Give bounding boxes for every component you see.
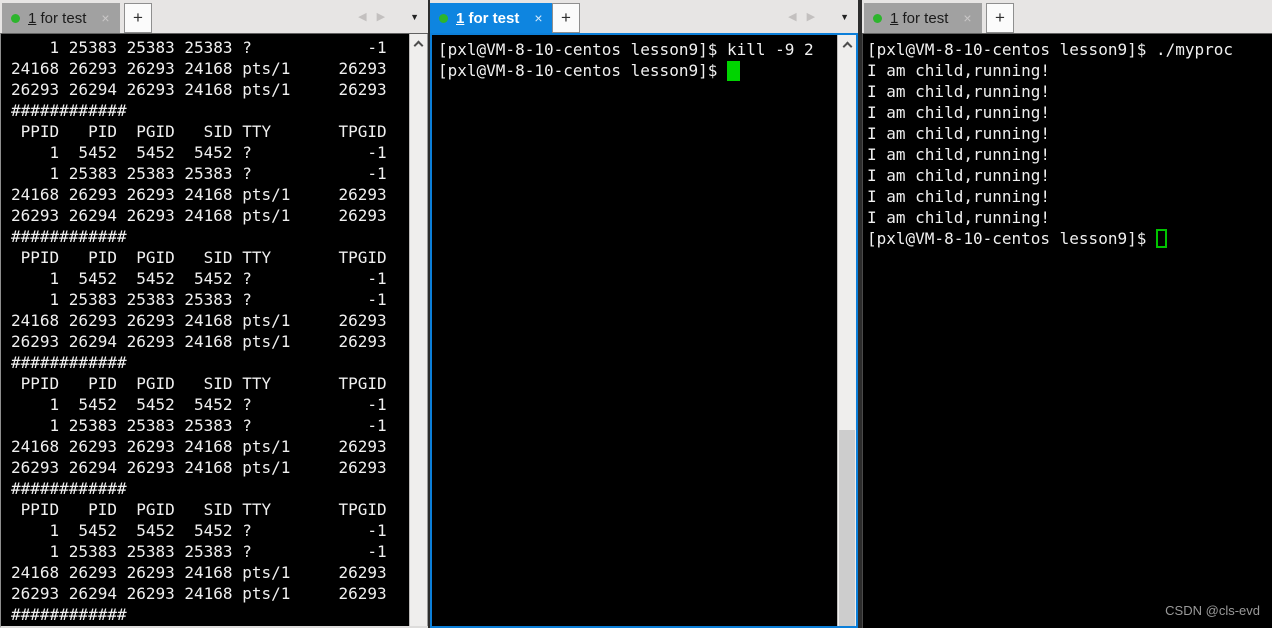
terminal-command-line: [pxl@VM-8-10-centos lesson9]$ kill -9 2: [438, 40, 814, 59]
tab-title-text: for test: [36, 9, 87, 27]
terminal-screen-left[interactable]: 1 25383 25383 25383 ? -1 24168 26293 262…: [0, 33, 428, 628]
scroll-up-button[interactable]: [410, 34, 427, 52]
csdn-watermark: CSDN @cls-evd: [1165, 603, 1260, 618]
tab-session[interactable]: 1 for test ×: [2, 3, 120, 33]
tab-bar: 1 for test × + ◀ ▶ ▼: [430, 0, 858, 33]
terminal-pane-left: 1 for test × + ◀ ▶ ▼ 1 25383 25383 25383…: [0, 0, 428, 628]
scrollbar[interactable]: [837, 35, 856, 626]
shell-prompt: [pxl@VM-8-10-centos lesson9]$: [867, 229, 1156, 248]
tab-nav-group: ◀ ▶ ▼: [783, 0, 853, 33]
terminal-cursor-hollow: [1155, 229, 1167, 248]
tab-accel-key: 1: [28, 9, 37, 27]
close-icon[interactable]: ×: [963, 10, 972, 26]
terminal-screen-right[interactable]: [pxl@VM-8-10-centos lesson9]$ ./myproc I…: [862, 33, 1272, 628]
terminal-cursor-block: [726, 60, 740, 81]
tab-bar: 1 for test × + ◀ ▶ ▼: [0, 0, 428, 33]
scroll-up-button[interactable]: [838, 35, 856, 53]
tab-nav-group: ◀ ▶ ▼: [353, 0, 423, 33]
scrollbar[interactable]: [409, 34, 428, 626]
new-tab-button[interactable]: +: [986, 3, 1014, 33]
tab-list-dropdown-icon[interactable]: ▼: [410, 11, 419, 22]
tab-label: 1 for test: [456, 10, 519, 27]
terminal-screen-middle[interactable]: [pxl@VM-8-10-centos lesson9]$ kill -9 2 …: [430, 33, 858, 628]
tab-scroll-right-icon[interactable]: ▶: [376, 11, 386, 23]
tab-list-dropdown-icon[interactable]: ▼: [840, 11, 849, 22]
terminal-pane-middle: 1 for test × + ◀ ▶ ▼ [pxl@VM-8-10-centos…: [430, 0, 858, 628]
shell-prompt: [pxl@VM-8-10-centos lesson9]$: [438, 61, 727, 80]
tab-label: 1 for test: [890, 10, 948, 27]
scroll-up-icon: [842, 41, 852, 51]
tab-bar: 1 for test × +: [862, 0, 1272, 33]
tab-accel-key: 1: [890, 9, 899, 27]
prompt-line: [pxl@VM-8-10-centos lesson9]$: [863, 228, 1272, 249]
tab-label: 1 for test: [28, 10, 86, 27]
prompt-line: [pxl@VM-8-10-centos lesson9]$: [432, 60, 838, 81]
new-tab-button[interactable]: +: [124, 3, 152, 33]
close-icon[interactable]: ×: [101, 10, 110, 26]
scrollbar-thumb[interactable]: [839, 430, 855, 626]
tab-scroll-left-icon[interactable]: ◀: [788, 11, 797, 23]
tab-title-text: for test: [464, 9, 520, 27]
tab-session-active[interactable]: 1 for test ×: [430, 3, 553, 33]
new-tab-button[interactable]: +: [552, 3, 580, 33]
session-connected-icon: [11, 13, 20, 23]
tab-session[interactable]: 1 for test ×: [864, 3, 982, 33]
scroll-up-icon: [413, 40, 424, 50]
terminal-pane-right: 1 for test × + [pxl@VM-8-10-centos lesso…: [862, 0, 1272, 628]
tab-accel-key: 1: [456, 9, 465, 27]
tab-scroll-left-icon[interactable]: ◀: [358, 11, 367, 23]
terminal-output-ps-list: 1 25383 25383 25383 ? -1 24168 26293 262…: [11, 38, 387, 624]
tab-scroll-right-icon[interactable]: ▶: [806, 11, 816, 23]
session-connected-icon: [439, 13, 448, 23]
terminal-output-myproc: [pxl@VM-8-10-centos lesson9]$ ./myproc I…: [867, 40, 1234, 227]
close-icon[interactable]: ×: [534, 10, 543, 26]
tab-title-text: for test: [898, 9, 949, 27]
session-connected-icon: [873, 13, 882, 23]
